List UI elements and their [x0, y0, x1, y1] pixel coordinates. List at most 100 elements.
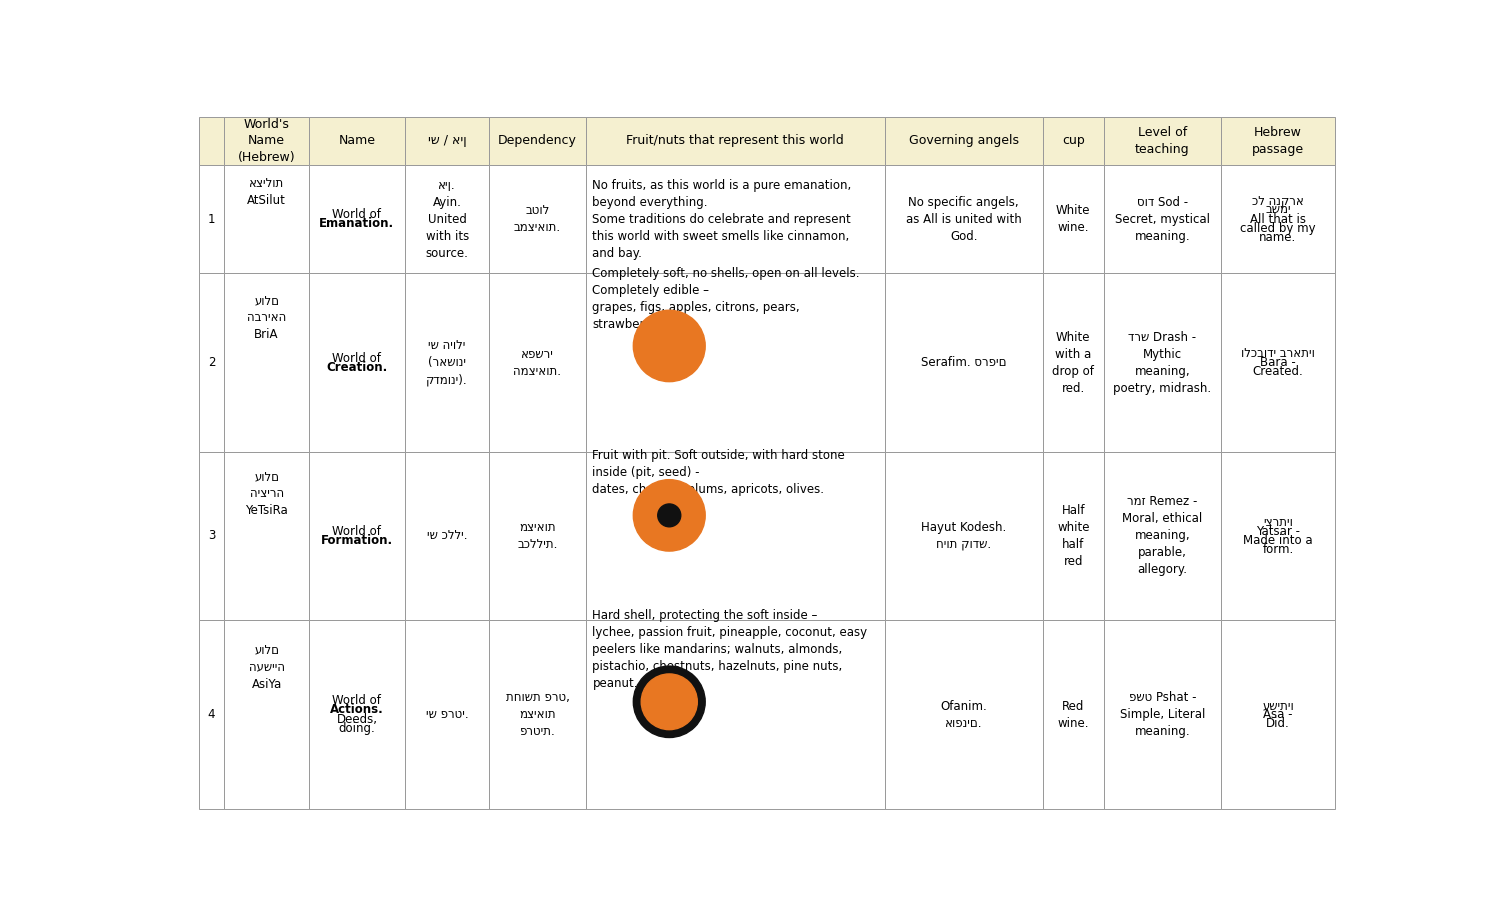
- Text: עולם
הבריאה
BriA: עולם הבריאה BriA: [247, 294, 286, 341]
- Text: All that is: All that is: [1251, 213, 1306, 226]
- Text: Dependency: Dependency: [498, 135, 577, 148]
- Text: doing.: doing.: [338, 722, 375, 735]
- Text: Hayut Kodesh.
חיות קודש.: Hayut Kodesh. חיות קודש.: [922, 521, 1007, 551]
- Text: Yatsar -: Yatsar -: [1257, 525, 1300, 538]
- Text: Creation.: Creation.: [326, 360, 387, 373]
- Text: אפשרי
המציאות.: אפשרי המציאות.: [513, 348, 561, 378]
- Text: דרש Drash -
Mythic
meaning,
poetry, midrash.: דרש Drash - Mythic meaning, poetry, midr…: [1113, 331, 1212, 394]
- Text: יש היולי
(ראשוני
קדמוני).: יש היולי (ראשוני קדמוני).: [426, 339, 468, 386]
- Bar: [585, 117, 884, 165]
- Bar: [308, 117, 405, 165]
- Bar: [1104, 117, 1221, 165]
- Bar: [224, 620, 308, 809]
- Text: בטול
במציאות.: בטול במציאות.: [515, 204, 561, 234]
- Bar: [884, 273, 1043, 452]
- Text: Governing angels: Governing angels: [908, 135, 1019, 148]
- Bar: [585, 620, 884, 809]
- Text: תחושת פרט,
מציאות
פרטית.: תחושת פרט, מציאות פרטית.: [506, 691, 570, 738]
- Text: name.: name.: [1260, 231, 1297, 244]
- Text: World of: World of: [332, 208, 381, 221]
- Bar: [884, 452, 1043, 620]
- Ellipse shape: [642, 674, 697, 730]
- Text: World of: World of: [332, 525, 381, 538]
- Text: 4: 4: [208, 708, 215, 721]
- Text: Formation.: Formation.: [320, 534, 393, 547]
- Text: Did.: Did.: [1266, 717, 1290, 730]
- Text: World of: World of: [332, 351, 381, 364]
- Bar: [585, 165, 884, 273]
- Text: יש פרטי.: יש פרטי.: [426, 708, 468, 721]
- Ellipse shape: [633, 310, 705, 381]
- Ellipse shape: [658, 504, 681, 526]
- Bar: [1221, 165, 1334, 273]
- Bar: [1104, 165, 1221, 273]
- Bar: [224, 273, 308, 452]
- Text: form.: form.: [1263, 543, 1294, 557]
- Text: Asa -: Asa -: [1263, 708, 1293, 721]
- Bar: [1043, 117, 1104, 165]
- Bar: [1221, 273, 1334, 452]
- Text: Fruit/nuts that represent this world: Fruit/nuts that represent this world: [627, 135, 844, 148]
- Text: אצילות
AtSilut: אצילות AtSilut: [247, 177, 286, 207]
- Bar: [199, 117, 224, 165]
- Bar: [308, 273, 405, 452]
- Bar: [1104, 273, 1221, 452]
- Bar: [405, 452, 489, 620]
- Text: Actions.: Actions.: [331, 703, 384, 716]
- Ellipse shape: [633, 480, 705, 551]
- Bar: [405, 620, 489, 809]
- Text: בשמי: בשמי: [1266, 204, 1291, 216]
- Bar: [1221, 117, 1334, 165]
- Text: מציאות
בכללית.: מציאות בכללית.: [518, 521, 558, 551]
- Bar: [1043, 165, 1104, 273]
- Bar: [1104, 620, 1221, 809]
- Bar: [199, 620, 224, 809]
- Text: עולם
העשייה
AsiYa: עולם העשייה AsiYa: [248, 644, 284, 691]
- Text: White
wine.: White wine.: [1056, 204, 1091, 234]
- Text: cup: cup: [1062, 135, 1085, 148]
- Bar: [884, 620, 1043, 809]
- Text: Emanation.: Emanation.: [319, 217, 395, 230]
- Text: Level of
teaching: Level of teaching: [1135, 127, 1189, 156]
- Text: 3: 3: [208, 529, 215, 543]
- Bar: [1043, 452, 1104, 620]
- Bar: [199, 165, 224, 273]
- Bar: [585, 452, 884, 620]
- Bar: [224, 165, 308, 273]
- Bar: [1043, 273, 1104, 452]
- Text: World of: World of: [332, 694, 381, 707]
- Bar: [489, 620, 585, 809]
- Bar: [199, 273, 224, 452]
- Text: World's
Name
(Hebrew): World's Name (Hebrew): [238, 118, 295, 164]
- Text: No specific angels,
as All is united with
God.: No specific angels, as All is united wit…: [905, 195, 1022, 242]
- Text: סוד Sod -
Secret, mystical
meaning.: סוד Sod - Secret, mystical meaning.: [1115, 195, 1210, 242]
- Bar: [199, 452, 224, 620]
- Bar: [308, 165, 405, 273]
- Bar: [489, 452, 585, 620]
- Bar: [585, 273, 884, 452]
- Text: ולכבודי בראתיו: ולכבודי בראתיו: [1242, 347, 1315, 359]
- Bar: [405, 273, 489, 452]
- Bar: [224, 117, 308, 165]
- Bar: [1043, 620, 1104, 809]
- Text: רמז Remez -
Moral, ethical
meaning,
parable,
allegory.: רמז Remez - Moral, ethical meaning, para…: [1122, 495, 1203, 577]
- Bar: [224, 452, 308, 620]
- Text: Hebrew
passage: Hebrew passage: [1252, 127, 1305, 156]
- Bar: [884, 165, 1043, 273]
- Text: Fruit with pit. Soft outside, with hard stone
inside (pit, seed) -
dates, cherri: Fruit with pit. Soft outside, with hard …: [592, 449, 845, 496]
- Text: Red
wine.: Red wine.: [1058, 700, 1089, 730]
- Text: יש כללי.: יש כללי.: [426, 529, 467, 543]
- Bar: [489, 165, 585, 273]
- Text: No fruits, as this world is a pure emanation,
beyond everything.
Some traditions: No fruits, as this world is a pure emana…: [592, 179, 851, 260]
- Text: יצרתיו: יצרתיו: [1263, 515, 1293, 529]
- Text: פשט Pshat -
Simple, Literal
meaning.: פשט Pshat - Simple, Literal meaning.: [1119, 691, 1206, 738]
- Text: Bara -: Bara -: [1260, 356, 1296, 369]
- Text: Completely soft, no shells, open on all levels.
Completely edible –
grapes, figs: Completely soft, no shells, open on all …: [592, 267, 860, 331]
- Text: יש / אין: יש / אין: [428, 135, 467, 148]
- Bar: [1221, 620, 1334, 809]
- Bar: [405, 117, 489, 165]
- Text: Hard shell, protecting the soft inside –
lychee, passion fruit, pineapple, cocon: Hard shell, protecting the soft inside –…: [592, 610, 868, 691]
- Text: אין.
Ayin.
United
with its
source.: אין. Ayin. United with its source.: [425, 179, 468, 260]
- Bar: [405, 165, 489, 273]
- Text: 2: 2: [208, 356, 215, 369]
